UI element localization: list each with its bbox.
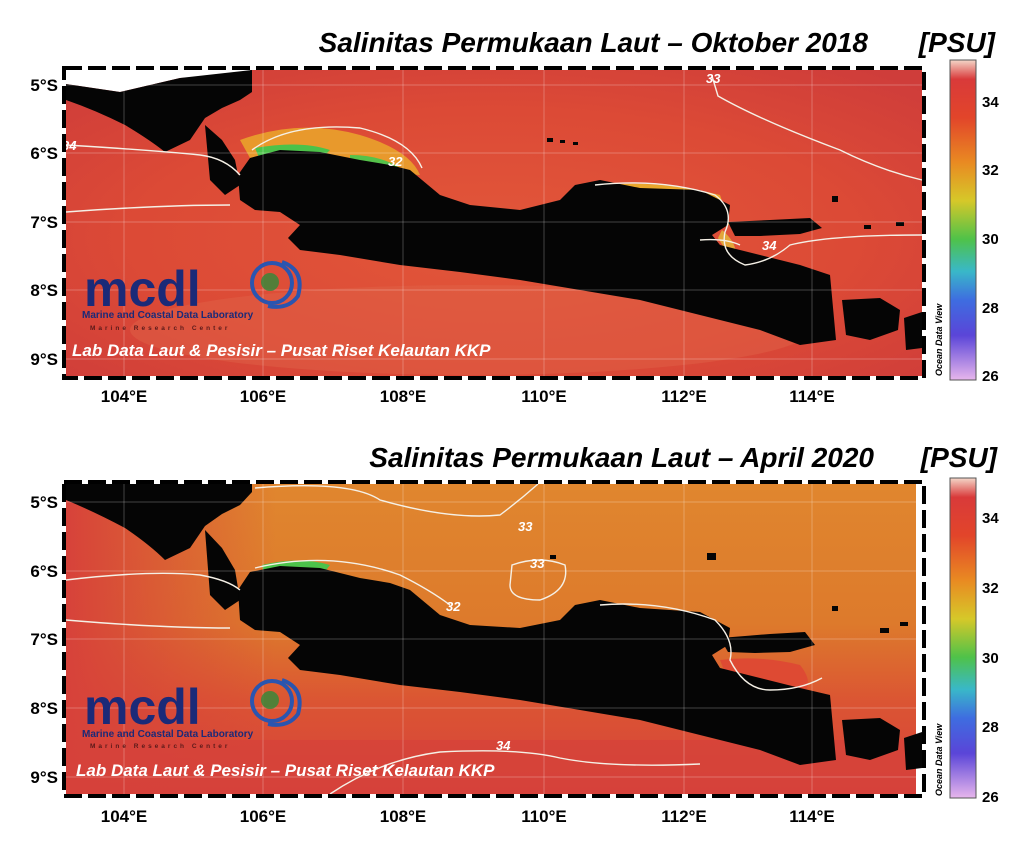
land-bali	[842, 298, 900, 340]
lon-tick-label: 106°E	[240, 807, 287, 826]
colorbar-tick: 32	[982, 162, 999, 179]
colorbar-tick: 26	[982, 789, 999, 806]
contour-label: 32	[446, 599, 461, 614]
contour-label: 34	[496, 738, 511, 753]
map-frame	[62, 480, 926, 798]
contour-label: 34	[762, 238, 777, 253]
small-islands	[300, 553, 908, 633]
colorbar-scale	[949, 477, 977, 799]
land-java	[238, 566, 836, 765]
lon-tick-label: 104°E	[101, 807, 148, 826]
land-sumatra	[66, 70, 252, 152]
lat-tick-label: 6°S	[30, 562, 58, 581]
globe-icon	[250, 260, 302, 309]
logo-tagline: Marine Research Center	[90, 325, 230, 332]
colorbar-scale	[949, 59, 977, 381]
land-java	[238, 150, 836, 345]
unit-label: [PSU]	[918, 27, 997, 58]
colorbar-tick: 34	[982, 510, 999, 527]
contour-labels: 33 33 32 34	[446, 519, 545, 753]
lat-tick-label: 6°S	[30, 144, 58, 163]
map-frame	[62, 66, 926, 380]
lon-tick-label: 114°E	[789, 387, 835, 406]
lat-tick-label: 5°S	[30, 76, 58, 95]
land-madura	[720, 632, 815, 653]
globe-land-icon	[261, 691, 279, 709]
lon-axis: 104°E 106°E 108°E 110°E 112°E 114°E	[101, 807, 835, 826]
colorbar: Ocean Data View 34 32 30 28 26	[934, 59, 999, 385]
lon-axis: 104°E 106°E 108°E 110°E 112°E 114°E	[101, 387, 835, 406]
contour-label: 33	[706, 71, 721, 86]
unit-label: [PSU]	[920, 442, 999, 473]
land-bali	[842, 718, 900, 760]
colorbar: Ocean Data View 34 32 30 28 26	[934, 477, 999, 806]
lon-tick-label: 104°E	[101, 387, 148, 406]
globe-land-icon	[261, 273, 279, 291]
grid-lines	[66, 70, 922, 376]
logo-text: mcdl	[84, 261, 201, 317]
grid-lines	[66, 484, 916, 794]
lat-axis: 5°S 6°S 7°S 8°S 9°S	[30, 493, 58, 787]
land-lombok	[904, 312, 922, 350]
colorbar-tick: 26	[982, 368, 999, 385]
land-sumatra-tip	[205, 530, 240, 610]
no-data-area	[916, 484, 924, 794]
lon-tick-label: 112°E	[661, 387, 707, 406]
contour-lines	[65, 75, 923, 266]
lon-tick-label: 108°E	[380, 807, 427, 826]
logo-text: mcdl	[84, 679, 201, 735]
lat-axis: 5°S 6°S 7°S 8°S 9°S	[30, 76, 58, 369]
contour-label: 33	[530, 556, 545, 571]
mcdl-logo: mcdl Marine and Coastal Data Laboratory …	[82, 260, 302, 332]
globe-icon	[250, 678, 302, 727]
sea-shade	[130, 285, 810, 375]
lon-tick-label: 112°E	[661, 807, 707, 826]
panel-april-2020: Salinitas Permukaan Laut – April 2020 [P…	[30, 442, 999, 826]
map-title: Salinitas Permukaan Laut – Oktober 2018	[319, 27, 869, 58]
land-madura	[728, 218, 822, 236]
lat-tick-label: 9°S	[30, 350, 58, 369]
colorbar-tick: 28	[982, 300, 999, 317]
lon-tick-label: 108°E	[380, 387, 427, 406]
contour-label: 32	[388, 154, 403, 169]
colorbar-tick: 30	[982, 231, 999, 248]
lon-tick-label: 110°E	[521, 807, 567, 826]
logo-tagline: Marine Research Center	[90, 743, 230, 750]
colorbar-tick: 30	[982, 650, 999, 667]
small-islands	[284, 138, 904, 229]
colorbar-tick: 32	[982, 580, 999, 597]
lat-tick-label: 8°S	[30, 281, 58, 300]
lat-tick-label: 7°S	[30, 213, 58, 232]
lon-tick-label: 114°E	[789, 807, 835, 826]
land-lombok	[904, 732, 922, 770]
odv-watermark: Ocean Data View	[934, 303, 944, 376]
land-sumatra-tip	[205, 125, 240, 195]
colorbar-tick: 28	[982, 719, 999, 736]
credit-text: Lab Data Laut & Pesisir – Pusat Riset Ke…	[72, 341, 491, 360]
logo-subtitle: Marine and Coastal Data Laboratory	[82, 729, 254, 740]
contour-label: 33	[518, 519, 533, 534]
map-title: Salinitas Permukaan Laut – April 2020	[369, 442, 874, 473]
land-sumatra	[66, 484, 252, 560]
credit-text: Lab Data Laut & Pesisir – Pusat Riset Ke…	[76, 761, 495, 780]
panel-oktober-2018: Salinitas Permukaan Laut – Oktober 2018 …	[30, 27, 999, 406]
lat-tick-label: 5°S	[30, 493, 58, 512]
colorbar-tick: 34	[982, 94, 999, 111]
lon-tick-label: 110°E	[521, 387, 567, 406]
lat-tick-label: 9°S	[30, 768, 58, 787]
contour-lines	[65, 483, 823, 795]
lat-tick-label: 7°S	[30, 630, 58, 649]
mcdl-logo: mcdl Marine and Coastal Data Laboratory …	[82, 678, 302, 750]
lon-tick-label: 106°E	[240, 387, 287, 406]
lat-tick-label: 8°S	[30, 699, 58, 718]
odv-watermark: Ocean Data View	[934, 723, 944, 796]
logo-subtitle: Marine and Coastal Data Laboratory	[82, 310, 254, 321]
